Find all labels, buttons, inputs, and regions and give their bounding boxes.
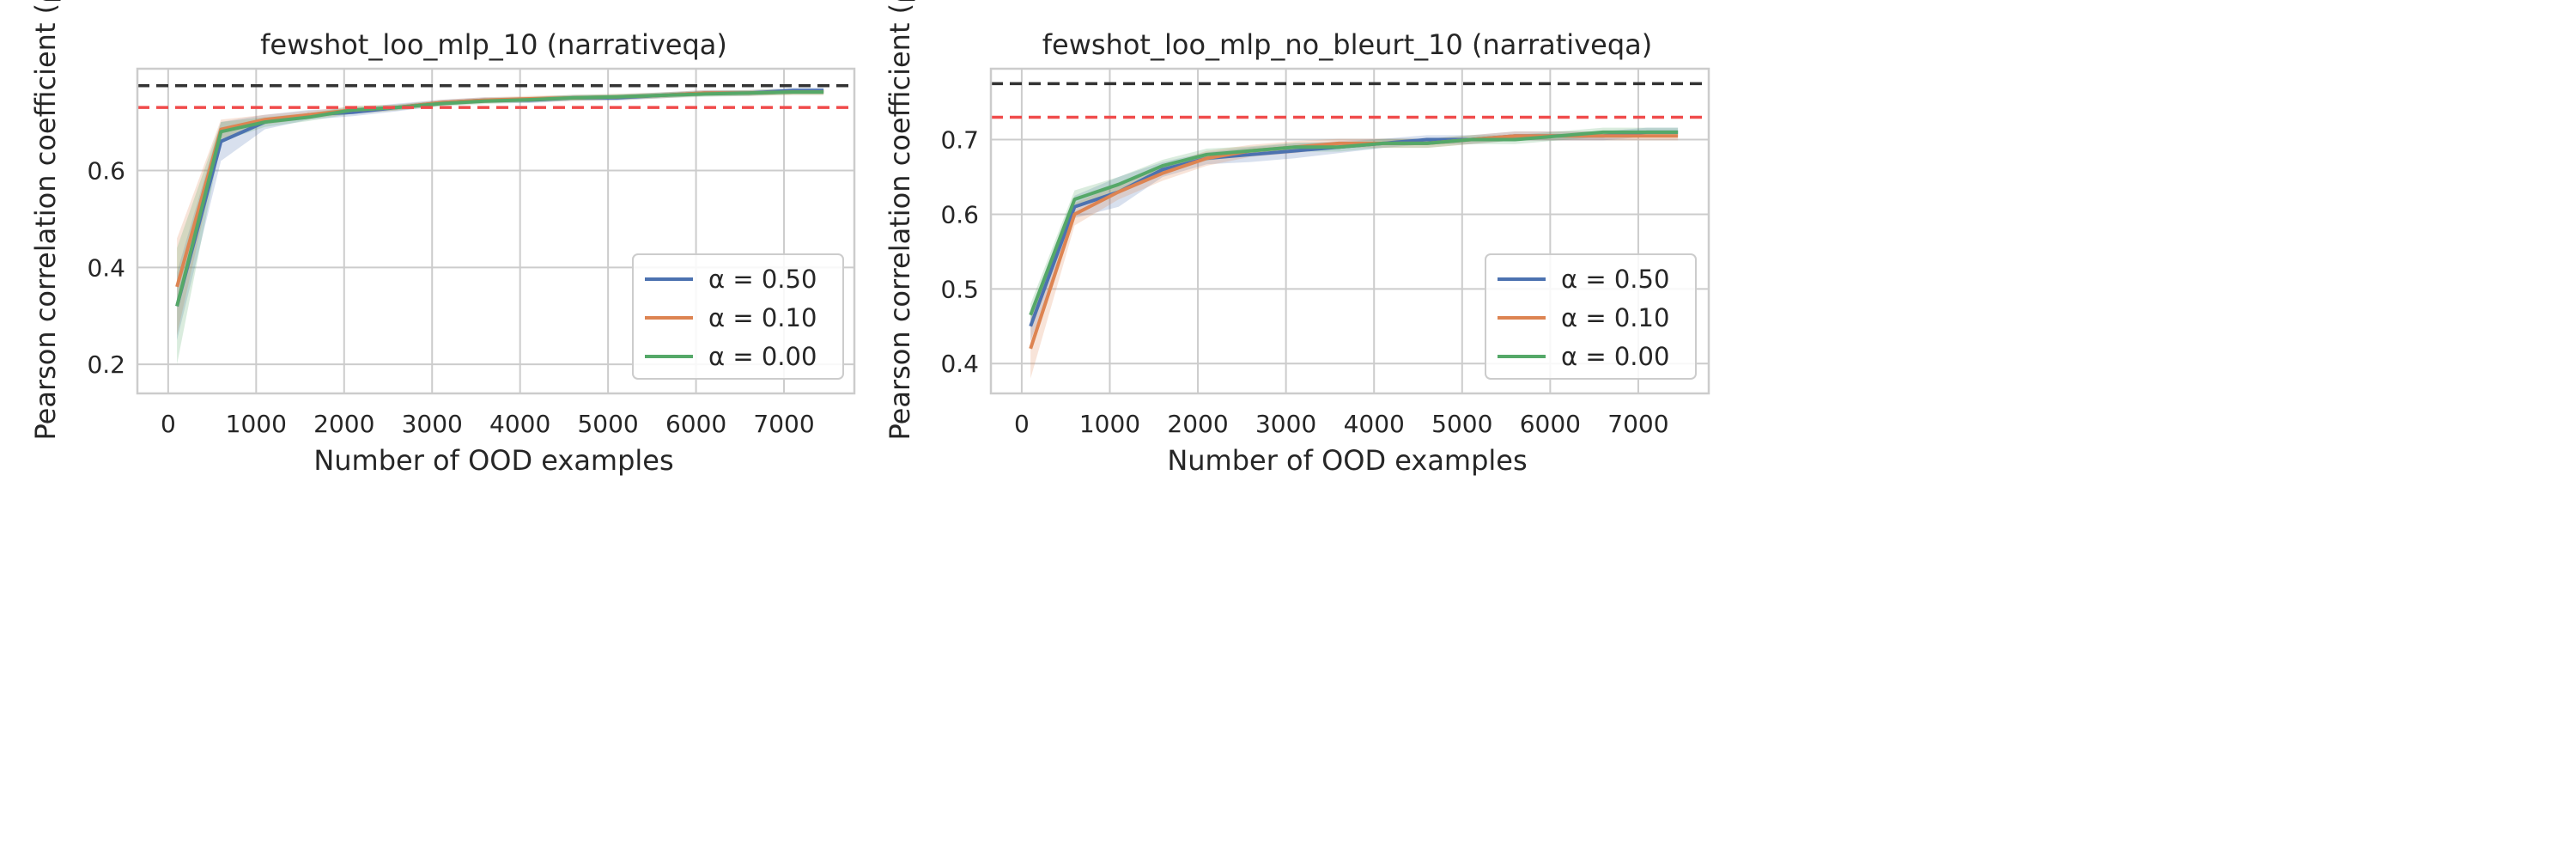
legend-label: α = 0.50 bbox=[1561, 265, 1669, 294]
x-tick-label: 7000 bbox=[753, 410, 814, 438]
y-tick-label: 0.4 bbox=[940, 350, 979, 378]
x-tick-label: 1000 bbox=[1079, 410, 1140, 438]
legend-frame bbox=[1485, 253, 1697, 380]
x-axis-label: Number of OOD examples bbox=[1167, 444, 1527, 477]
x-tick-label: 0 bbox=[1014, 410, 1030, 438]
x-tick-label: 4000 bbox=[489, 410, 550, 438]
x-axis-label: Number of OOD examples bbox=[313, 444, 673, 477]
x-tick-label: 7000 bbox=[1607, 410, 1668, 438]
series-line bbox=[1029, 130, 1679, 316]
y-tick-label: 0.6 bbox=[87, 156, 125, 185]
chart-panel-left: fewshot_loo_mlp_10 (narrativeqa) Number … bbox=[29, 0, 856, 477]
legend: α = 0.50 α = 0.10 α = 0.00 bbox=[632, 253, 844, 380]
legend: α = 0.50 α = 0.10 α = 0.00 bbox=[1485, 253, 1697, 380]
x-tick-label: 3000 bbox=[402, 410, 463, 438]
x-tick-label: 2000 bbox=[313, 410, 374, 438]
series-line bbox=[175, 90, 824, 307]
x-tick-label: 6000 bbox=[1520, 410, 1581, 438]
legend-label: α = 0.00 bbox=[708, 342, 817, 371]
y-axis-label: Pearson correlation coefficient (ρ bbox=[29, 0, 62, 440]
x-tick-label: 3000 bbox=[1255, 410, 1316, 438]
legend-label: α = 0.00 bbox=[1561, 342, 1669, 371]
plot-frame bbox=[136, 67, 856, 395]
y-tick-label: 0.6 bbox=[940, 200, 979, 228]
legend-frame bbox=[632, 253, 844, 380]
x-tick-label: 6000 bbox=[665, 410, 726, 438]
y-tick-label: 0.7 bbox=[940, 126, 979, 155]
x-tick-label: 0 bbox=[161, 410, 176, 438]
x-tick-label: 2000 bbox=[1167, 410, 1228, 438]
x-tick-label: 1000 bbox=[226, 410, 287, 438]
legend-label: α = 0.50 bbox=[708, 265, 817, 294]
x-tick-label: 5000 bbox=[577, 410, 638, 438]
series-line bbox=[1029, 134, 1679, 350]
chart-panel-right: fewshot_loo_mlp_no_bleurt_10 (narrativeq… bbox=[884, 0, 1710, 477]
y-axis-label: Pearson correlation coefficient (ρ bbox=[884, 0, 916, 440]
x-tick-label: 5000 bbox=[1431, 410, 1492, 438]
legend-label: α = 0.10 bbox=[708, 303, 817, 332]
x-tick-label: 4000 bbox=[1344, 410, 1405, 438]
plot-frame bbox=[989, 67, 1710, 395]
y-tick-label: 0.4 bbox=[87, 253, 125, 282]
chart-title: fewshot_loo_mlp_10 (narrativeqa) bbox=[260, 28, 727, 61]
y-tick-label: 0.5 bbox=[940, 275, 979, 303]
chart-title: fewshot_loo_mlp_no_bleurt_10 (narrativeq… bbox=[1042, 28, 1652, 61]
legend-label: α = 0.10 bbox=[1561, 303, 1669, 332]
y-tick-label: 0.2 bbox=[87, 350, 125, 379]
